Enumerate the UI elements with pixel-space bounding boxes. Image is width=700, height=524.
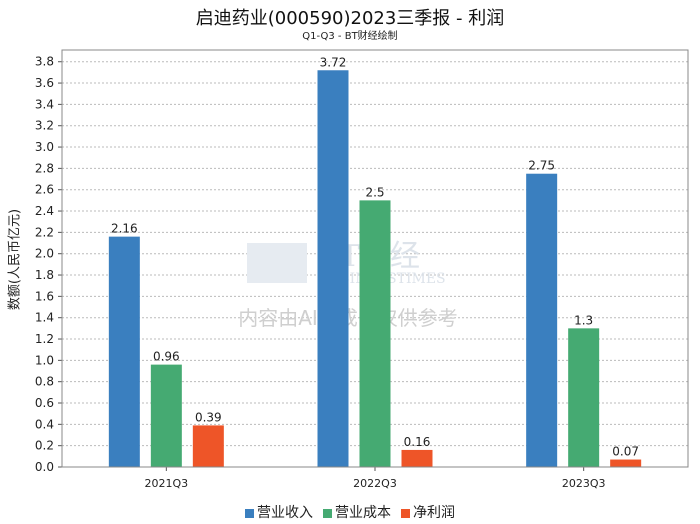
y-tick-label: 0.0 (35, 460, 54, 474)
y-tick-label: 3.6 (35, 76, 54, 90)
bar-2022Q3-净利润 (401, 449, 433, 467)
legend-swatch (245, 508, 254, 518)
bar-2022Q3-营业成本 (359, 200, 391, 467)
data-label: 0.16 (404, 435, 431, 449)
legend-swatch (323, 508, 332, 518)
y-axis-label: 数额(人民币亿元) (7, 208, 23, 311)
y-tick-label: 0.2 (35, 439, 54, 453)
data-label: 2.5 (365, 185, 384, 199)
y-tick-label: 1.4 (35, 311, 54, 325)
y-tick-label: 2.2 (35, 225, 54, 239)
bar-2023Q3-净利润 (610, 459, 642, 467)
y-tick-label: 3.2 (35, 119, 54, 133)
legend-label: 营业收入 (257, 505, 313, 521)
legend-item[interactable]: 营业收入 (245, 502, 313, 522)
data-label: 0.96 (153, 350, 180, 364)
y-tick-label: 1.6 (35, 289, 54, 303)
y-tick-label: 0.8 (35, 375, 54, 389)
y-tick-label: 2.4 (35, 204, 54, 218)
data-label: 3.72 (320, 55, 347, 69)
legend-label: 营业成本 (335, 505, 391, 521)
data-label: 2.75 (528, 159, 555, 173)
x-tick-label: 2023Q3 (562, 477, 606, 490)
legend-label: 净利润 (413, 505, 455, 521)
legend-item[interactable]: 营业成本 (323, 502, 391, 522)
y-tick-label: 3.4 (35, 97, 54, 111)
data-label: 0.07 (612, 445, 639, 459)
data-label: 2.16 (111, 222, 138, 236)
data-label: 1.3 (574, 313, 593, 327)
y-tick-label: 1.2 (35, 332, 54, 346)
bar-2023Q3-营业成本 (568, 328, 600, 467)
bar-2021Q3-营业收入 (108, 236, 140, 467)
legend: 营业收入 营业成本 净利润 (0, 502, 700, 522)
legend-swatch (401, 508, 410, 518)
plot-border (61, 49, 689, 468)
bar-2021Q3-净利润 (192, 425, 224, 467)
legend-item[interactable]: 净利润 (401, 502, 455, 522)
y-tick-label: 0.4 (35, 417, 54, 431)
y-tick-label: 1.8 (35, 268, 54, 282)
watermark-logo (247, 243, 307, 283)
y-tick-label: 1.0 (35, 353, 54, 367)
y-tick-label: 2.0 (35, 247, 54, 261)
chart-title: 启迪药业(000590)2023三季报 - 利润 (195, 8, 505, 29)
x-tick-label: 2022Q3 (353, 477, 397, 490)
y-tick-label: 0.6 (35, 396, 54, 410)
y-tick-label: 3.0 (35, 140, 54, 154)
bar-2021Q3-营业成本 (150, 364, 182, 467)
y-tick-label: 3.8 (35, 55, 54, 69)
y-tick-label: 2.8 (35, 161, 54, 175)
y-tick-label: 2.6 (35, 183, 54, 197)
bar-2022Q3-营业收入 (317, 70, 349, 467)
data-label: 0.39 (195, 410, 222, 424)
chart-subtitle: Q1-Q3 - BT财经绘制 (302, 31, 398, 42)
x-tick-label: 2021Q3 (145, 477, 189, 490)
bar-2023Q3-营业收入 (526, 173, 558, 467)
